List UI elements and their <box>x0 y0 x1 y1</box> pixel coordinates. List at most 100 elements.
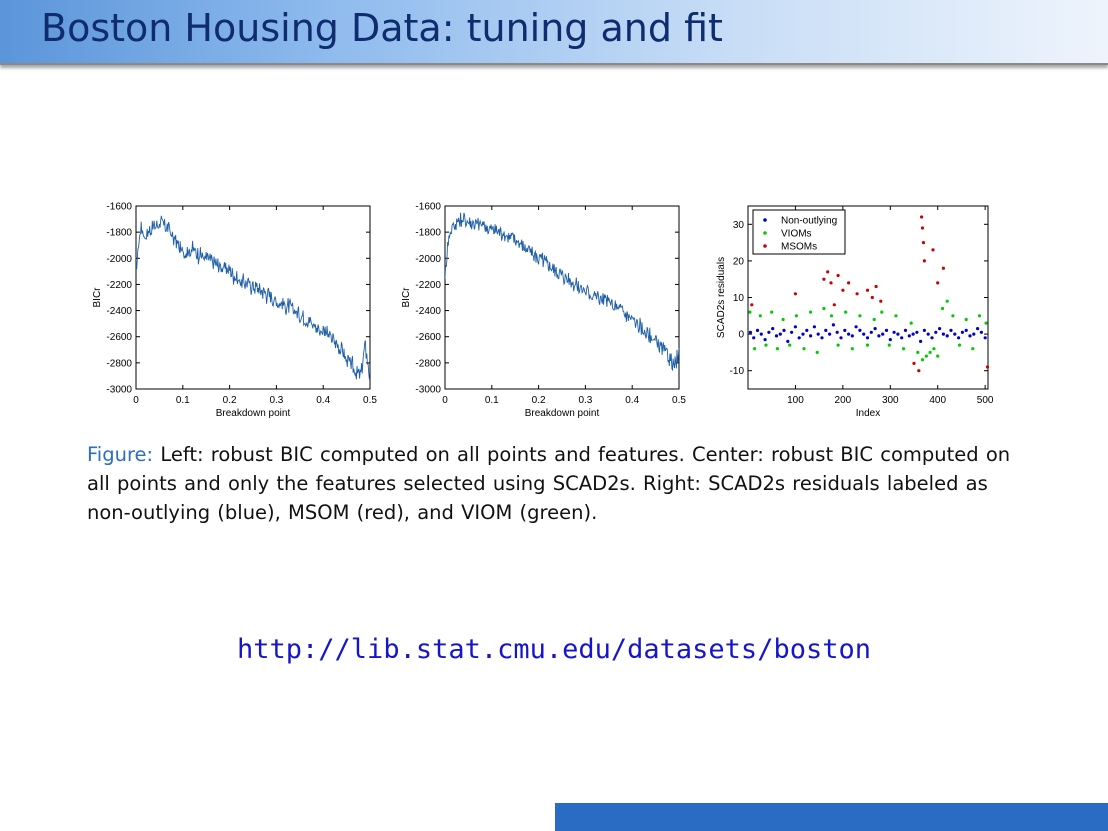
footer-bar <box>555 803 1108 831</box>
point-msoms <box>841 288 845 292</box>
point-msoms <box>865 288 870 292</box>
point-vioms <box>924 354 928 358</box>
point-non-outlying <box>877 334 881 338</box>
point-non-outlying <box>869 330 873 334</box>
point-non-outlying <box>748 330 753 334</box>
point-non-outlying <box>809 334 813 338</box>
x-tick-label: 0.4 <box>316 395 330 406</box>
point-non-outlying <box>767 330 771 334</box>
x-tick-label: 0.5 <box>363 395 377 406</box>
point-non-outlying <box>843 328 847 332</box>
y-tick-label: -1600 <box>415 202 441 213</box>
point-non-outlying <box>862 332 866 336</box>
x-tick-label: 400 <box>929 395 946 406</box>
point-vioms <box>753 347 757 351</box>
y-tick-label: -2200 <box>106 280 132 291</box>
y-tick-label: 20 <box>733 256 745 267</box>
y-tick-label: -2200 <box>415 280 441 291</box>
dataset-link[interactable]: http://lib.stat.cmu.edu/datasets/boston <box>237 634 871 665</box>
point-vioms <box>822 306 826 311</box>
point-non-outlying <box>763 338 767 342</box>
point-non-outlying <box>881 332 885 336</box>
bic-line <box>445 212 679 372</box>
point-msoms <box>874 284 878 289</box>
chart-2: 0 0.1 0.2 0.3 0.4 0.5 -1600 -1800 -2000 -2200 -240… <box>401 202 686 420</box>
x-axis-label: Index <box>856 408 880 419</box>
point-vioms <box>850 347 854 351</box>
y-tick-label: -1600 <box>106 202 132 213</box>
y-tick-label: -2400 <box>415 306 441 317</box>
point-msoms <box>836 273 840 278</box>
point-non-outlying <box>828 332 832 336</box>
charts-svg: 0 0.1 0.2 0.3 0.4 0.5 -1600 -1800 -2000 -2200 -240… <box>92 202 994 420</box>
point-non-outlying <box>854 325 858 329</box>
x-tick-label: 300 <box>882 395 899 406</box>
y-axis-label: BICr <box>92 287 103 308</box>
y-tick-label: -2000 <box>106 254 132 265</box>
point-non-outlying <box>907 334 911 338</box>
y-tick-label: -3000 <box>106 385 132 396</box>
point-vioms <box>880 310 884 314</box>
point-non-outlying <box>915 330 919 334</box>
point-msoms <box>941 266 946 270</box>
point-non-outlying <box>778 332 782 336</box>
point-msoms <box>870 295 874 300</box>
x-tick-label: 0 <box>442 395 448 406</box>
point-non-outlying <box>831 323 836 327</box>
point-non-outlying <box>900 336 904 340</box>
point-vioms <box>788 343 792 347</box>
point-non-outlying <box>922 328 927 332</box>
x-tick-label: 200 <box>835 395 852 406</box>
point-non-outlying <box>953 332 957 336</box>
point-non-outlying <box>755 328 760 332</box>
point-non-outlying <box>892 330 896 334</box>
point-msoms <box>822 277 826 281</box>
point-vioms <box>887 343 891 347</box>
x-tick-label: 0.1 <box>485 395 499 406</box>
point-non-outlying <box>945 334 949 338</box>
point-non-outlying <box>865 336 870 340</box>
point-vioms <box>865 343 870 347</box>
legend-marker <box>763 244 767 248</box>
point-vioms <box>894 314 898 318</box>
y-tick-label: -2400 <box>106 306 132 317</box>
point-non-outlying <box>790 330 794 334</box>
point-msoms <box>826 270 830 274</box>
point-non-outlying <box>976 327 980 331</box>
point-vioms <box>770 310 774 314</box>
point-msoms <box>931 248 935 252</box>
point-msoms <box>847 281 851 285</box>
point-non-outlying <box>752 336 756 340</box>
point-non-outlying <box>801 332 805 336</box>
point-non-outlying <box>816 332 820 336</box>
y-axis-label: BICr <box>401 287 412 308</box>
y-tick-label: -1800 <box>106 228 132 239</box>
point-non-outlying <box>786 339 790 343</box>
y-tick-label: 30 <box>733 220 745 231</box>
point-msoms <box>750 303 754 307</box>
point-vioms <box>794 314 799 318</box>
y-tick-label: 0 <box>738 330 744 341</box>
x-tick-label: 0.3 <box>578 395 592 406</box>
point-non-outlying <box>972 332 976 336</box>
slide-title: Boston Housing Data: tuning and fit <box>41 6 723 50</box>
point-vioms <box>928 350 932 354</box>
point-non-outlying <box>888 338 892 342</box>
point-vioms <box>936 354 940 358</box>
point-non-outlying <box>858 328 862 332</box>
point-vioms <box>802 347 806 351</box>
point-vioms <box>964 317 968 322</box>
point-non-outlying <box>820 336 824 340</box>
point-non-outlying <box>968 334 972 338</box>
point-vioms <box>775 347 780 351</box>
point-msoms <box>920 226 925 230</box>
point-vioms <box>920 358 925 362</box>
x-axis-label: Breakdown point <box>216 408 291 419</box>
point-non-outlying <box>919 339 923 343</box>
point-non-outlying <box>930 336 934 340</box>
point-vioms <box>764 343 768 347</box>
point-non-outlying <box>903 328 908 332</box>
caption-label: Figure: <box>87 443 154 466</box>
point-vioms <box>957 343 962 347</box>
